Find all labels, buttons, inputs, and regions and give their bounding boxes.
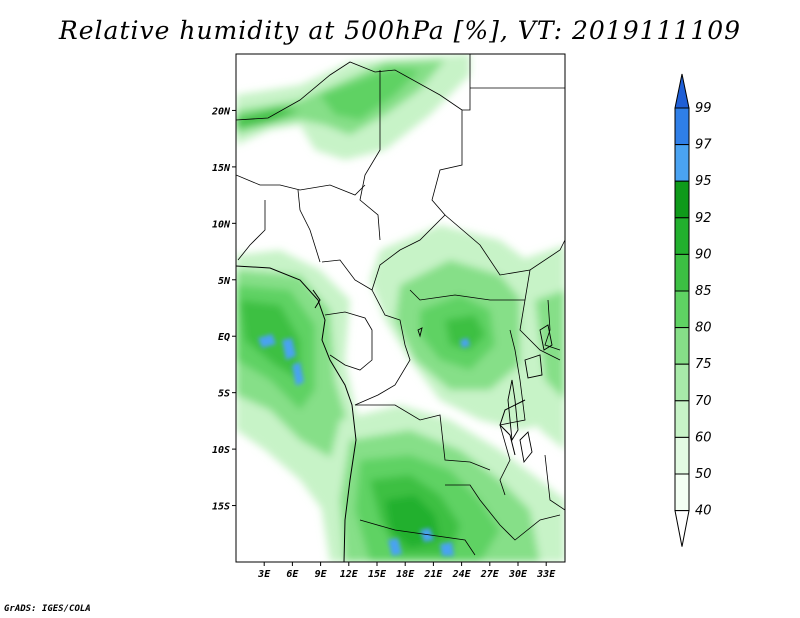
colorbar-label: 85 [695,284,712,299]
latitude-axis: 20N 15N 10N 5N EQ 5S 10S 15S [211,106,236,513]
lon-tick-label: 12E [340,569,359,580]
lat-tick-label: 15N [212,163,231,174]
lon-tick-label: 9E [315,569,328,580]
lon-tick-label: 3E [257,569,271,580]
colorbar-label: 50 [695,467,712,482]
colorbar-swatch [674,327,690,365]
colorbar-top-arrow [674,73,690,109]
colorbar: 99 97 95 92 90 85 80 75 70 60 50 40 [674,73,712,547]
country-boundaries [236,54,565,556]
lon-tick-label: 18E [396,569,415,580]
colorbar-label: 99 [695,101,712,116]
colorbar-label: 92 [695,211,712,226]
colorbar-swatch [674,107,690,146]
lon-tick-label: 24E [452,569,472,580]
colorbar-label: 70 [695,394,712,409]
lon-tick-label: 30E [508,569,528,580]
colorbar-swatch [674,436,690,475]
colorbar-swatch [674,253,690,292]
footer-credit: GrADS: IGES/COLA [4,604,91,614]
colorbar-swatch [674,180,690,219]
map-title: Relative humidity at 500hPa [%], VT: 201… [58,16,742,45]
lat-tick-label: 15S [212,502,230,513]
colorbar-label: 75 [695,357,712,372]
lat-tick-label: 10S [212,445,230,456]
lat-tick-label: 5S [218,389,230,400]
lon-tick-label: 33E [536,569,556,580]
map-frame [235,53,566,563]
lon-tick-label: 21E [423,569,443,580]
colorbar-bottom-arrow [674,510,690,547]
coastline [236,265,526,562]
colorbar-swatch [674,363,690,402]
colorbar-label: 90 [695,247,712,262]
colorbar-label: 97 [695,138,712,153]
lon-tick-label: 6E [286,569,299,580]
lakes [417,324,553,464]
colorbar-swatch [674,290,690,329]
colorbar-label: 80 [695,321,712,336]
colorbar-swatch [674,473,690,512]
longitude-axis: 3E 6E 9E 12E 15E 18E 21E 24E 27E 30E 33E [257,562,556,580]
colorbar-swatch [674,400,690,438]
colorbar-label: 40 [695,504,712,519]
lat-tick-label: 5N [218,276,231,287]
lon-tick-label: 15E [368,569,387,580]
humidity-shading [236,54,565,562]
lat-tick-label: EQ [218,332,230,343]
lat-tick-label: 20N [211,106,231,117]
colorbar-label: 95 [695,174,712,189]
colorbar-swatch [674,217,690,255]
colorbar-label: 60 [695,430,712,445]
lon-tick-label: 27E [480,569,500,580]
lat-tick-label: 10N [212,219,231,230]
colorbar-swatch [674,144,690,182]
